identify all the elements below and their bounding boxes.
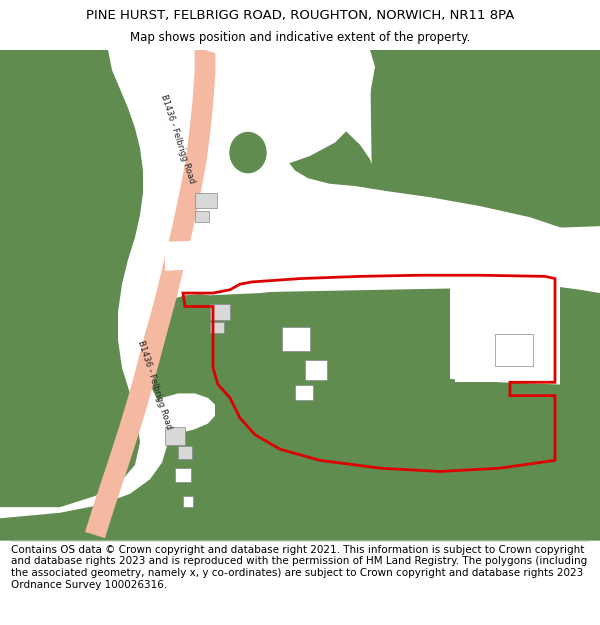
Circle shape (230, 132, 266, 173)
Bar (210, 304, 230, 320)
Polygon shape (165, 226, 600, 271)
Bar (282, 326, 310, 351)
Text: B1436 - Felbrigg Road: B1436 - Felbrigg Road (136, 339, 173, 430)
Polygon shape (210, 253, 560, 293)
Text: B1436 - Felbrigg Road: B1436 - Felbrigg Road (160, 94, 197, 185)
Bar (210, 322, 224, 333)
Polygon shape (285, 50, 600, 245)
Polygon shape (455, 286, 560, 382)
Polygon shape (0, 50, 143, 507)
Bar (305, 360, 327, 380)
Text: Map shows position and indicative extent of the property.: Map shows position and indicative extent… (130, 31, 470, 44)
Polygon shape (205, 50, 375, 164)
Bar (178, 446, 192, 459)
Bar (175, 468, 191, 481)
Text: Contains OS data © Crown copyright and database right 2021. This information is : Contains OS data © Crown copyright and d… (11, 545, 587, 589)
Bar (195, 192, 217, 208)
Bar (495, 334, 533, 366)
Polygon shape (450, 286, 560, 384)
Text: PINE HURST, FELBRIGG ROAD, ROUGHTON, NORWICH, NR11 8PA: PINE HURST, FELBRIGG ROAD, ROUGHTON, NOR… (86, 9, 514, 21)
Polygon shape (0, 282, 600, 541)
Bar (165, 427, 185, 445)
Polygon shape (150, 394, 215, 442)
Bar (295, 384, 313, 400)
Bar (195, 211, 209, 222)
Circle shape (218, 119, 278, 186)
Bar (183, 496, 193, 507)
